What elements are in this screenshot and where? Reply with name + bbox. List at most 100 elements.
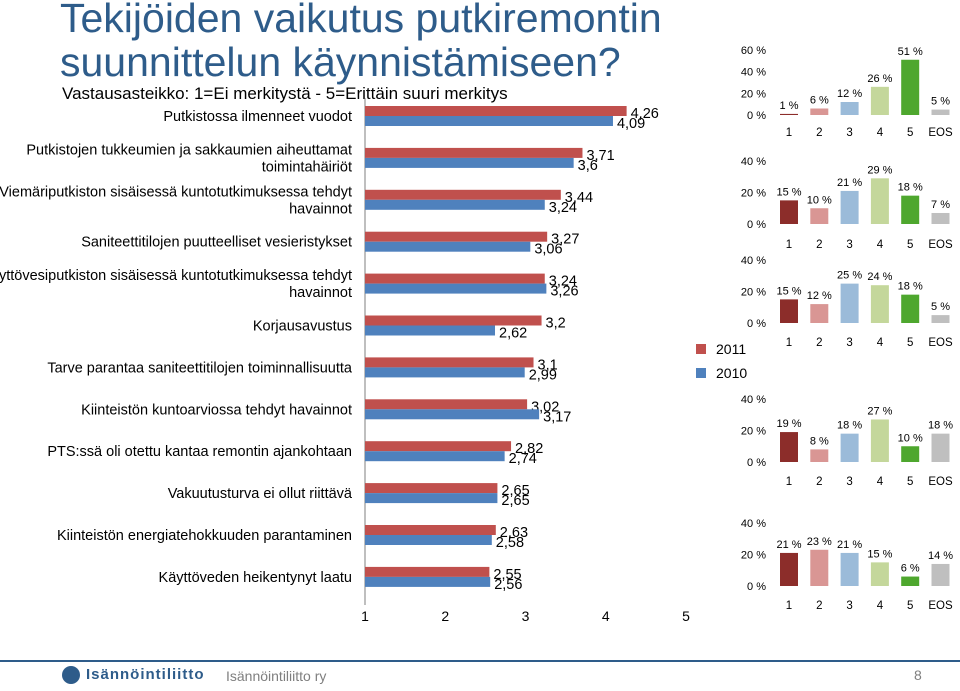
data-label-2011: 3,24 (549, 274, 577, 290)
x-tick-label: EOS (928, 127, 953, 139)
footer-divider (0, 660, 960, 662)
data-label: 10 % (807, 194, 832, 206)
data-label: 18 % (898, 281, 923, 293)
category-label: Käyttöveden heikentynyt laatu (159, 570, 352, 586)
y-tick-label: 0 % (747, 110, 766, 122)
x-tick-label: 1 (786, 600, 792, 612)
bar-2010 (365, 283, 547, 294)
footer-organization: Isännöintiliitto ry (226, 668, 327, 684)
data-label-2010: 3,24 (549, 200, 577, 216)
data-label-2010: 2,65 (501, 493, 529, 509)
data-label: 29 % (867, 164, 892, 176)
bar (780, 552, 798, 586)
y-tick-label: 40 % (741, 156, 766, 168)
legend-label-2011: 2011 (716, 341, 747, 357)
x-tick-label: EOS (928, 600, 953, 612)
y-tick-label: 40 % (741, 394, 766, 406)
bar (810, 108, 829, 115)
bar-2011 (365, 315, 542, 326)
bar-2011 (365, 566, 490, 577)
data-label-2011: 4,26 (631, 106, 659, 122)
bar (901, 294, 920, 323)
data-label: 51 % (898, 46, 923, 58)
data-label: 19 % (776, 418, 801, 430)
x-tick-label: 2 (816, 600, 822, 612)
data-label: 15 % (867, 548, 892, 560)
bar-2011 (365, 441, 512, 452)
data-label: 5 % (931, 96, 950, 108)
bar-2010 (365, 535, 492, 545)
bar-2010 (365, 325, 496, 336)
bar-2011 (365, 483, 498, 494)
data-label: 24 % (867, 271, 892, 283)
bar (810, 549, 829, 586)
category-label: Kiinteistön kuntoarviossa tehdyt havainn… (81, 402, 352, 418)
bar (870, 562, 889, 586)
x-tick-label: 2 (816, 337, 822, 349)
data-label-2010: 2,56 (494, 577, 522, 593)
data-label: 18 % (898, 182, 923, 194)
x-tick-label: 4 (602, 608, 610, 624)
data-label: 6 % (901, 563, 920, 575)
bar (840, 283, 859, 323)
data-label: 8 % (810, 435, 829, 447)
bar (840, 552, 859, 586)
data-label: 12 % (837, 88, 862, 100)
bar (931, 212, 950, 224)
bar-2010 (365, 409, 540, 420)
y-tick-label: 20 % (741, 550, 766, 562)
data-label-2011: 3,71 (586, 148, 614, 164)
bar-2010 (365, 199, 545, 210)
bar (840, 190, 859, 224)
bar (901, 195, 920, 224)
bar (780, 200, 798, 224)
factor-impact-bar-chart: 1 2 3 4 5 Putkistossa ilmenneet vuodot 4,264,0… (0, 98, 690, 624)
bar (780, 299, 798, 323)
data-label-2010: 2,62 (499, 326, 527, 342)
bar-2011 (365, 189, 561, 200)
data-label-2011: 3,44 (565, 190, 593, 206)
bar-2010 (365, 367, 525, 378)
category-label: Käyttövesiputkiston sisäisessä kuntotutk… (0, 268, 352, 301)
x-tick-label: 2 (816, 239, 822, 251)
bar (901, 576, 920, 586)
data-label-2010: 2,74 (509, 451, 537, 467)
bar-2010 (365, 576, 491, 587)
data-label: 14 % (928, 550, 953, 562)
data-label-2010: 3,6 (578, 158, 598, 174)
x-tick-label: 3 (846, 127, 852, 139)
bar (840, 433, 859, 462)
bar-2010 (365, 451, 505, 462)
bar (810, 208, 829, 224)
y-tick-label: 20 % (741, 287, 766, 299)
data-label: 18 % (837, 420, 862, 432)
data-label-2010: 2,99 (529, 367, 557, 383)
bar-2011 (365, 231, 548, 242)
x-tick-label: 2 (816, 476, 822, 488)
category-label: Putkistossa ilmenneet vuodot (163, 109, 352, 125)
x-tick-label: 5 (907, 600, 913, 612)
data-label: 6 % (810, 95, 829, 107)
slide-subtitle: Vastausasteikko: 1=Ei merkitystä - 5=Eri… (62, 84, 508, 103)
data-label-2010: 3,17 (543, 409, 571, 425)
page-number: 8 (914, 667, 922, 683)
x-tick-label: 3 (846, 239, 852, 251)
bar (931, 563, 950, 586)
legend-swatch-2010 (696, 368, 706, 378)
bar (901, 59, 920, 115)
bar (931, 109, 950, 115)
data-label: 18 % (928, 420, 953, 432)
category-label: Putkistojen tukkeumien ja sakkaumien aih… (26, 142, 352, 175)
x-tick-label: 4 (877, 600, 884, 612)
x-tick-label: EOS (928, 337, 953, 349)
bar-2010 (365, 116, 613, 126)
x-tick-label: 4 (877, 127, 884, 139)
bar-2011 (365, 147, 583, 158)
y-tick-label: 40 % (741, 518, 766, 530)
y-tick-label: 20 % (741, 88, 766, 100)
legend-swatch-2011 (696, 344, 706, 354)
data-label: 27 % (867, 405, 892, 417)
data-label: 15 % (776, 186, 801, 198)
data-label-2011: 3,27 (551, 232, 579, 248)
bar (870, 86, 889, 115)
